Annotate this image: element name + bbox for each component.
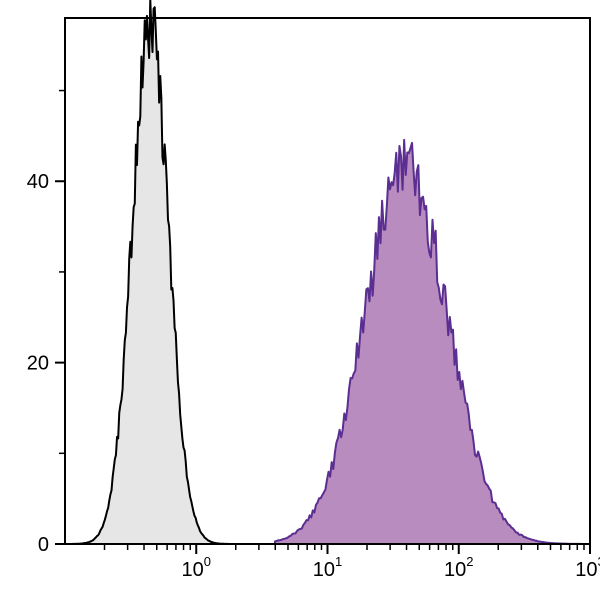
chart-svg: 10010110210302040 (0, 0, 600, 592)
y-tick-label: 0 (38, 534, 49, 556)
flow-cytometry-histogram: 10010110210302040 (0, 0, 600, 592)
y-tick-label: 20 (27, 353, 49, 375)
y-tick-label: 40 (27, 171, 49, 193)
x-tick-label: 103 (575, 554, 600, 581)
